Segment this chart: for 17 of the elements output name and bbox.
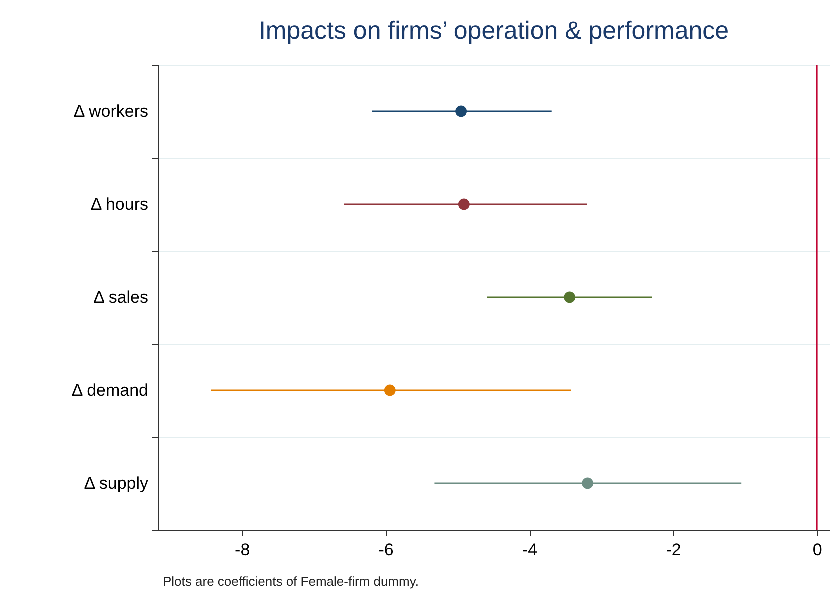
point [564, 292, 576, 304]
y-tick-label: Δ hours [90, 195, 148, 214]
x-tick-label: -4 [522, 540, 538, 560]
text: Plots are coefficients of Female-firm dummy. [163, 574, 419, 589]
point [582, 478, 594, 490]
chart-title: Impacts on firms’ operation & performance [258, 17, 730, 45]
y-tick-label: Δ demand [72, 381, 148, 400]
x-tick-label: -2 [666, 540, 682, 560]
y-tick-label: Δ supply [84, 474, 149, 493]
x-tick-label: 0 [812, 540, 822, 560]
point [458, 198, 470, 210]
x-tick-label: -6 [378, 540, 394, 560]
point [384, 384, 396, 396]
point [456, 106, 467, 118]
y-tick-label: Δ workers [74, 102, 148, 121]
x-tick-label: -8 [235, 540, 250, 560]
y-tick-label: Δ sales [94, 288, 148, 307]
